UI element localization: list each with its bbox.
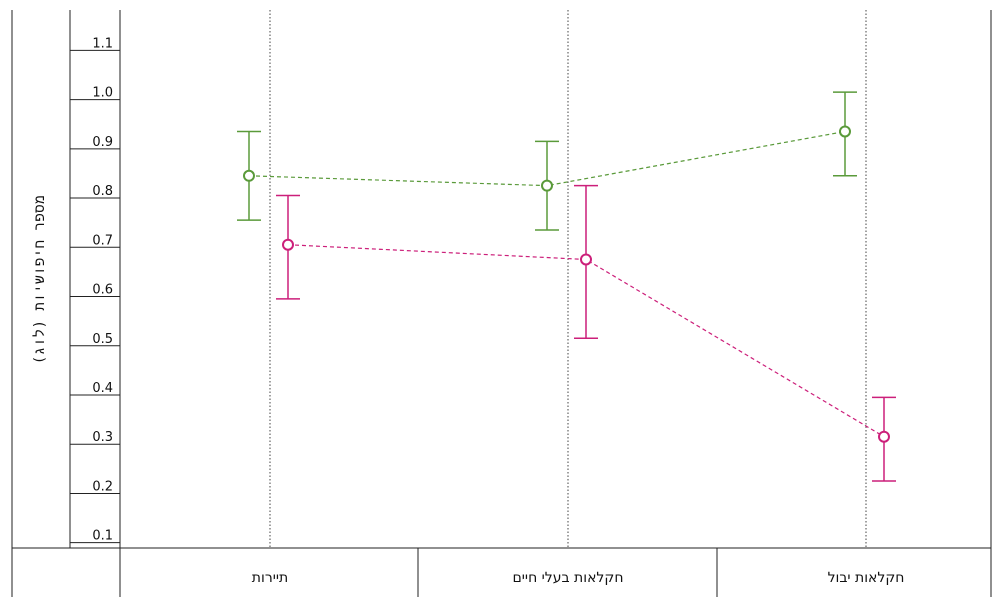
y-tick-label: 0.3 — [92, 430, 113, 445]
y-tick-label: 1.1 — [92, 36, 113, 51]
grid-lines — [269, 10, 867, 548]
series-line — [287, 244, 885, 438]
series-2 — [276, 184, 896, 482]
y-tick-label: 0.7 — [92, 233, 113, 248]
data-point — [580, 253, 592, 266]
data-point — [282, 238, 294, 251]
x-tick-label: חקלאות יבול — [828, 570, 905, 586]
y-tick-label: 0.5 — [92, 332, 113, 347]
x-tick-label: תיירות — [252, 570, 288, 586]
data-point — [541, 179, 553, 192]
y-axis-title-container: מספר חיפושיות (לוג) — [12, 10, 70, 548]
data-point — [243, 169, 255, 182]
chart-frame — [11, 10, 992, 597]
data-point — [839, 125, 851, 138]
y-axis-title: מספר חיפושיות (לוג) — [32, 194, 49, 364]
y-tick-label: 0.2 — [92, 479, 113, 494]
data-point — [878, 430, 890, 443]
y-tick-label: 0.6 — [92, 283, 113, 298]
series-line — [248, 130, 846, 187]
y-tick-label: 0.4 — [92, 381, 113, 396]
y-tick-label: 0.8 — [92, 184, 113, 199]
y-tick-label: 0.1 — [92, 529, 113, 544]
y-axis-ticks: 0.1 0.2 0.3 0.4 0.5 0.6 0.7 0.8 0.9 1.0 1.1 — [70, 36, 120, 544]
y-tick-label: 1.0 — [92, 86, 113, 101]
series-1 — [237, 91, 857, 231]
y-tick-label: 0.9 — [92, 135, 113, 150]
x-tick-label: חקלאות בעלי חיים — [513, 570, 624, 586]
x-axis-categories: תיירות חקלאות בעלי חיים חקלאות יבול — [252, 570, 905, 586]
